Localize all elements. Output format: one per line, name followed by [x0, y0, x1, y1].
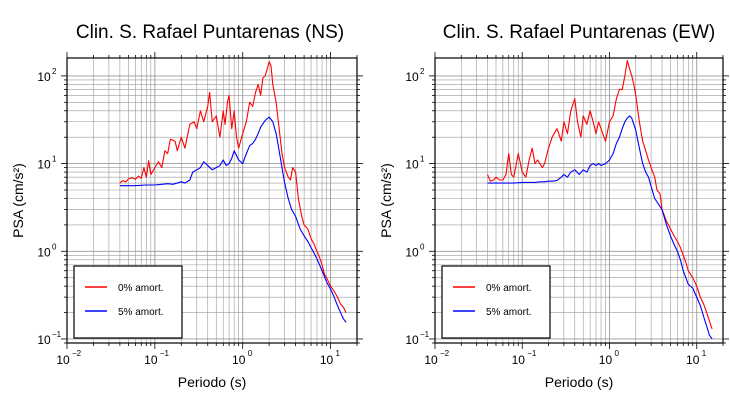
legend-label-0: 0% amort.	[486, 283, 532, 294]
y-tick-label-exp: 1	[420, 155, 425, 164]
series-group	[119, 61, 347, 323]
y-tick-label-exp: 0	[420, 242, 425, 251]
x-axis-label: Periodo (s)	[545, 374, 613, 390]
x-axis-label: Periodo (s)	[178, 374, 246, 390]
series-line-1	[119, 116, 347, 323]
x-tick-label: 10	[56, 353, 70, 367]
y-tick-label-exp: 1	[52, 155, 57, 164]
legend-label-1: 5% amort.	[118, 307, 164, 318]
y-tick-label-exp: −1	[52, 330, 62, 339]
plot-frame	[66, 57, 358, 344]
y-tick-label: 10	[405, 158, 419, 172]
tick-marks	[61, 52, 363, 349]
series-line-0	[119, 61, 347, 313]
series-group	[487, 59, 713, 340]
legend-label-0: 0% amort.	[118, 283, 164, 294]
legend-box	[73, 265, 183, 339]
y-axis-label: PSA (cm/s²)	[10, 163, 26, 238]
x-tick-label: 10	[320, 353, 334, 367]
x-tick-label: 10	[144, 353, 158, 367]
y-tick-label: 10	[37, 245, 51, 259]
legend-box	[441, 265, 551, 339]
x-tick-label-exp: −2	[72, 349, 82, 358]
chart-title: Clin. S. Rafael Puntarenas (EW)	[443, 22, 715, 43]
x-tick-label: 10	[424, 353, 438, 367]
x-tick-label: 10	[599, 353, 613, 367]
y-axis-label: PSA (cm/s²)	[378, 163, 394, 238]
x-tick-label-exp: −1	[527, 349, 537, 358]
x-tick-label-exp: 0	[248, 349, 253, 358]
y-tick-label: 10	[37, 158, 51, 172]
x-tick-label-exp: 0	[614, 349, 619, 358]
x-tick-label: 10	[686, 353, 700, 367]
chart-title: Clin. S. Rafael Puntarenas (NS)	[76, 22, 344, 43]
legend-label-1: 5% amort.	[486, 307, 532, 318]
y-tick-label-exp: −1	[420, 330, 430, 339]
x-tick-label: 10	[512, 353, 526, 367]
y-tick-label: 10	[37, 70, 51, 84]
x-tick-label: 10	[232, 353, 246, 367]
x-tick-label-exp: 1	[336, 349, 341, 358]
series-line-0	[487, 59, 713, 330]
tick-marks	[429, 52, 729, 349]
x-tick-label-exp: −1	[160, 349, 170, 358]
y-tick-label: 10	[405, 245, 419, 259]
x-tick-label-exp: −2	[440, 349, 450, 358]
y-tick-label-exp: 2	[420, 67, 425, 76]
y-tick-label: 10	[37, 333, 51, 347]
y-tick-label: 10	[405, 333, 419, 347]
y-tick-label-exp: 2	[52, 67, 57, 76]
plot-frame	[434, 57, 724, 344]
x-tick-label-exp: 1	[702, 349, 707, 358]
legend: 0% amort. 5% amort.	[441, 265, 551, 339]
y-tick-label: 10	[405, 70, 419, 84]
series-line-1	[487, 115, 713, 340]
y-tick-label-exp: 0	[52, 242, 57, 251]
grid	[66, 58, 358, 344]
legend: 0% amort. 5% amort.	[73, 265, 183, 339]
